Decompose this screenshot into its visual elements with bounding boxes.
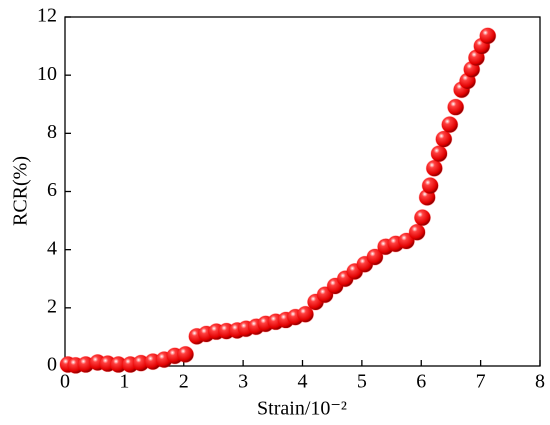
- point: [441, 116, 459, 134]
- point: [366, 248, 384, 266]
- point: [408, 223, 426, 241]
- x-tick-label: 8: [535, 371, 545, 393]
- x-axis-label: Strain/10⁻²: [257, 398, 347, 420]
- x-tick-label: 4: [298, 371, 308, 393]
- y-tick-label: 6: [47, 179, 57, 201]
- x-tick-label: 0: [60, 371, 70, 393]
- y-axis-label: RCR(%): [10, 156, 32, 226]
- x-tick-label: 2: [179, 371, 189, 393]
- x-tick-label: 7: [476, 371, 486, 393]
- point: [425, 159, 443, 177]
- x-tick-label: 1: [119, 371, 129, 393]
- point: [435, 130, 453, 148]
- x-tick-label: 6: [416, 371, 426, 393]
- point: [479, 27, 497, 45]
- point: [296, 305, 314, 323]
- y-tick-label: 10: [37, 63, 57, 85]
- point: [430, 145, 448, 163]
- y-tick-label: 4: [47, 237, 57, 259]
- x-tick-label: 3: [238, 371, 248, 393]
- y-tick-label: 8: [47, 121, 57, 143]
- y-tick-label: 2: [47, 295, 57, 317]
- point: [397, 232, 415, 250]
- point: [447, 98, 465, 116]
- point: [413, 209, 431, 227]
- y-tick-label: 0: [47, 354, 57, 376]
- point: [177, 345, 195, 363]
- y-tick-label: 12: [37, 5, 57, 27]
- point: [421, 177, 439, 195]
- x-tick-label: 5: [357, 371, 367, 393]
